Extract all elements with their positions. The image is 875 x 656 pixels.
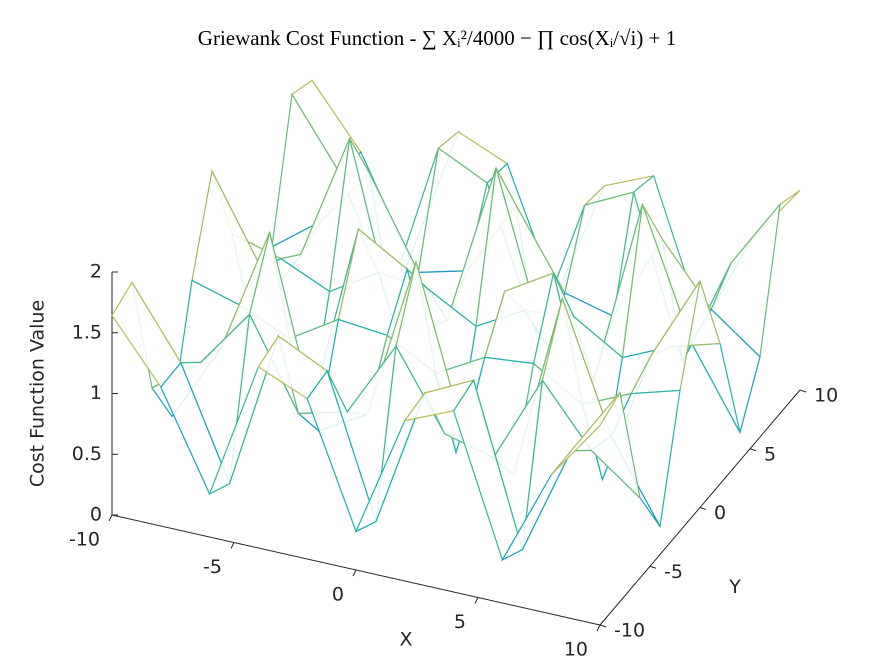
x-tick-label: 5 [454, 611, 466, 633]
x-tick-label: 10 [564, 639, 588, 656]
y-tick-label: 10 [814, 385, 838, 407]
x-tick-label: 0 [332, 584, 344, 606]
y-tick [749, 448, 757, 452]
z-tick-label: 1 [90, 382, 102, 404]
surface-cell [550, 392, 621, 476]
y-tick-label: -10 [614, 620, 645, 642]
y-tick-label: -5 [664, 561, 683, 583]
z-tick-label: 0.5 [72, 443, 102, 465]
x-tick [474, 597, 479, 604]
z-tick-label: 2 [90, 261, 102, 283]
x-tick [108, 514, 113, 522]
y-axis-label: Y [728, 576, 741, 598]
z-tick-label: 1.5 [72, 321, 102, 343]
z-axis-label: Cost Function Value [27, 300, 49, 487]
y-tick-label: 5 [764, 443, 776, 465]
y-tick [599, 624, 607, 628]
y-tick-label: 0 [714, 502, 726, 524]
chart-title: Griewank Cost Function - ∑ Xᵢ²/4000 − ∏ … [198, 26, 676, 50]
x-tick [352, 569, 357, 577]
y-tick [649, 565, 657, 569]
surface-cell [111, 281, 182, 389]
x-tick-label: -5 [203, 556, 222, 578]
z-tick-label: 0 [90, 504, 102, 526]
x-tick [230, 542, 235, 549]
y-tick [799, 389, 807, 393]
x-tick-label: -10 [69, 529, 100, 551]
y-tick [699, 507, 707, 510]
x-axis-label: X [399, 629, 412, 651]
x-tick [596, 624, 601, 632]
